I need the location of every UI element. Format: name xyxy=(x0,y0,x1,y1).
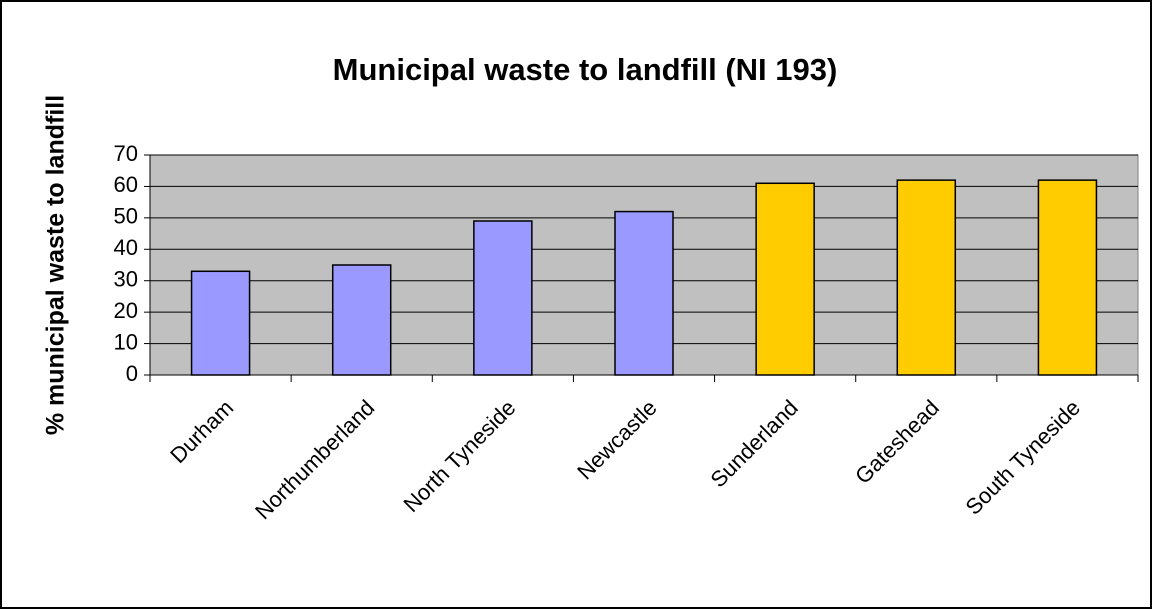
bar xyxy=(190,270,251,376)
y-tick-label: 40 xyxy=(114,235,138,260)
bar xyxy=(331,264,392,376)
bar xyxy=(614,210,674,376)
y-tick-label: 60 xyxy=(114,172,138,197)
y-tick-label: 20 xyxy=(114,298,138,323)
bar xyxy=(755,182,815,376)
y-tick-label: 70 xyxy=(114,141,138,166)
bar xyxy=(896,179,957,376)
y-axis-label: % municipal waste to landfill xyxy=(42,95,70,435)
bar xyxy=(1037,179,1098,376)
y-tick-label: 50 xyxy=(114,204,138,229)
chart-title: Municipal waste to landfill (NI 193) xyxy=(333,52,838,87)
y-tick-label: 10 xyxy=(114,329,138,354)
y-tick-label: 30 xyxy=(114,267,138,292)
y-tick-label: 0 xyxy=(126,361,138,386)
bar xyxy=(473,220,533,376)
